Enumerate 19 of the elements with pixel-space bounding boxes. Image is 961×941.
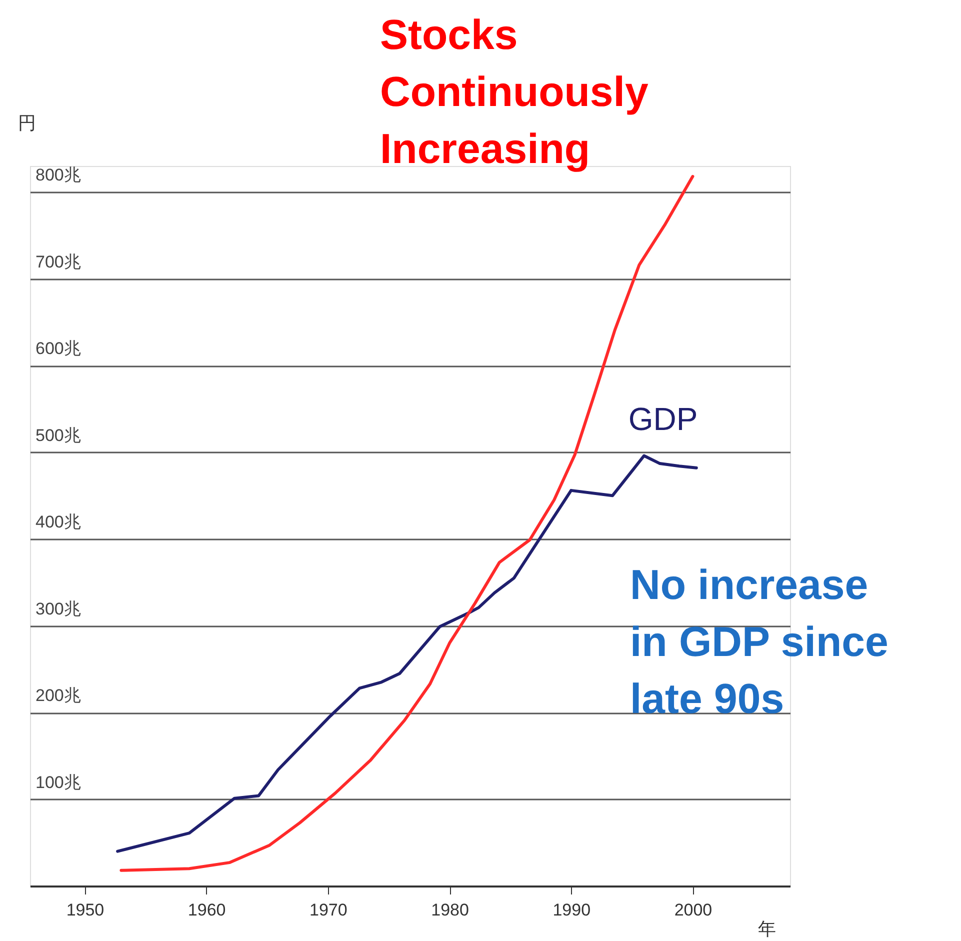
y-tick-label: 100兆	[36, 772, 81, 792]
y-tick-label: 200兆	[36, 686, 81, 706]
x-tick-label: 1960	[188, 900, 226, 920]
annotation: No increase in GDP since late 90s	[630, 561, 888, 722]
y-axis-title: 円	[18, 113, 36, 133]
y-tick-label: 500兆	[36, 426, 81, 445]
x-tick-label: 1950	[66, 900, 104, 920]
x-tick-label: 1980	[431, 900, 469, 920]
y-tick-label: 700兆	[36, 252, 81, 272]
series-label: GDP	[628, 401, 698, 437]
x-tick-label: 2000	[674, 900, 712, 920]
x-axis-title: 年	[758, 919, 776, 939]
x-tick-label: 1970	[310, 900, 348, 920]
y-tick-label: 400兆	[36, 512, 81, 532]
y-tick-label: 300兆	[36, 599, 81, 618]
y-tick-label: 800兆	[36, 166, 81, 185]
y-tick-label: 600兆	[36, 339, 81, 358]
annotation: Stocks Continuously Increasing	[380, 11, 649, 172]
x-tick-label: 1990	[552, 900, 591, 920]
